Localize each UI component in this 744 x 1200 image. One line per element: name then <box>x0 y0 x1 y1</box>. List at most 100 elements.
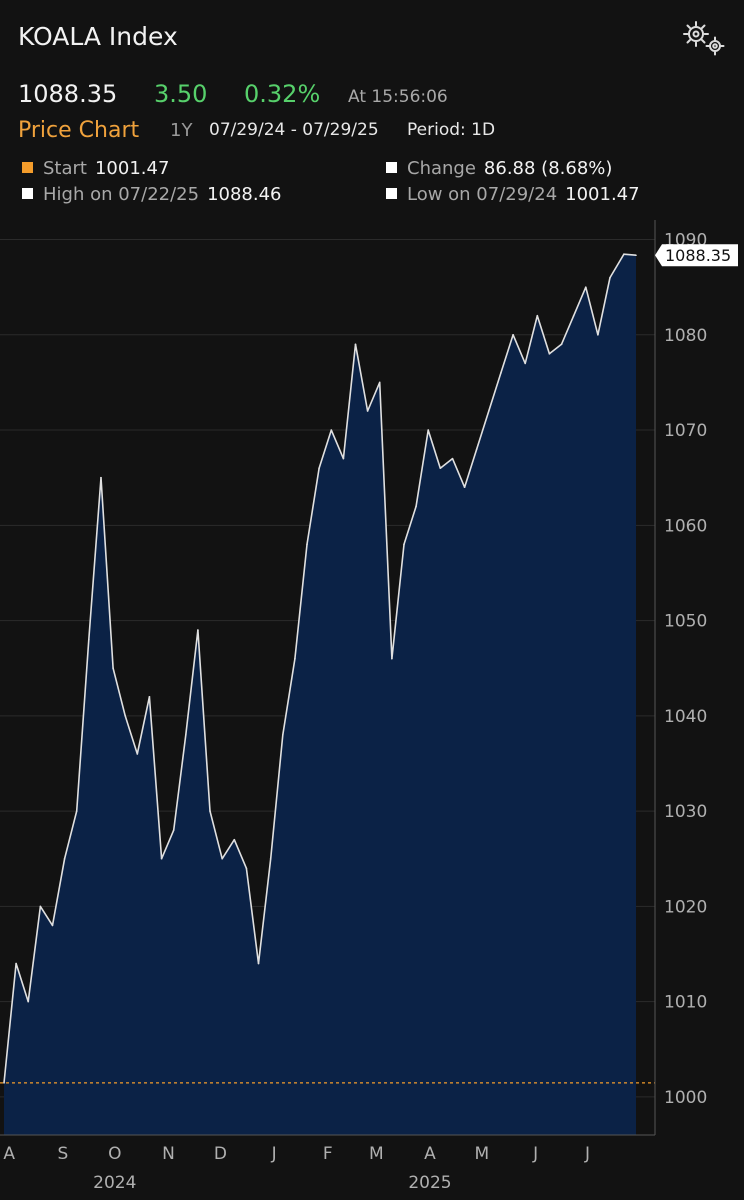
x-tick-label: J <box>532 1144 538 1164</box>
price-point <box>512 333 514 336</box>
price-point <box>318 467 320 469</box>
stat-start: Start 1001.47 <box>22 158 169 179</box>
year-label: 2024 <box>93 1173 136 1193</box>
price-point <box>3 1082 5 1084</box>
price-point <box>391 657 393 660</box>
price-point <box>635 254 637 257</box>
y-tick-label: 1020 <box>664 897 707 917</box>
date-range: 07/29/24 - 07/29/25 <box>209 120 379 140</box>
x-tick-label: J <box>584 1144 590 1164</box>
low-swatch <box>386 188 397 199</box>
price-point <box>623 253 625 255</box>
price-point <box>475 448 478 450</box>
price-point <box>330 429 333 431</box>
price-point <box>124 715 127 717</box>
price-point <box>221 857 223 860</box>
price-point <box>451 457 454 460</box>
price-point <box>488 410 490 412</box>
price-point <box>294 657 296 660</box>
y-tick-label: 1000 <box>664 1088 707 1108</box>
price-point <box>197 629 199 631</box>
stat-low-value: 1001.47 <box>565 184 640 205</box>
price-point <box>378 381 381 384</box>
price-point <box>548 353 551 355</box>
price-point <box>572 314 575 317</box>
start-marker-swatch <box>22 162 33 173</box>
price-point <box>15 962 17 965</box>
stat-change-value: 86.88 (8.68%) <box>483 158 613 179</box>
price-point <box>39 905 42 908</box>
price-point <box>160 857 163 860</box>
price-point <box>609 276 611 279</box>
x-tick-label: M <box>369 1144 384 1164</box>
y-tick-label: 1050 <box>664 612 707 632</box>
price-point <box>463 486 466 489</box>
range-selector[interactable]: 1Y <box>170 120 193 141</box>
price-point <box>51 924 54 927</box>
price-point <box>560 343 563 346</box>
price-point <box>233 838 236 841</box>
x-tick-label: A <box>3 1144 15 1164</box>
change-swatch <box>386 162 397 173</box>
last-value-callout: 1088.35 <box>655 244 738 267</box>
stat-high: High on 07/22/25 1088.46 <box>22 184 282 205</box>
stat-start-value: 1001.47 <box>94 158 170 179</box>
price-point <box>427 429 430 431</box>
price-point <box>597 333 599 336</box>
price-point <box>88 638 90 641</box>
price-point <box>63 857 66 860</box>
price-point <box>185 734 187 736</box>
period-label[interactable]: Period: 1D <box>407 120 496 140</box>
price-point <box>524 362 526 365</box>
year-label: 2025 <box>408 1173 451 1193</box>
price-point <box>500 372 502 374</box>
price-point <box>354 343 357 346</box>
y-tick-label: 1080 <box>664 326 707 346</box>
x-tick-label: D <box>214 1144 227 1164</box>
quote-time: At 15:56:06 <box>348 87 448 107</box>
price-point <box>245 867 248 870</box>
stat-low: Low on 07/29/24 1001.47 <box>386 184 640 205</box>
price-point <box>415 505 417 508</box>
gear-icon[interactable] <box>682 20 726 56</box>
stat-start-label: Start <box>43 158 87 179</box>
stat-change: Change 86.88 (8.68%) <box>386 158 612 179</box>
price-change-percent: 0.32% <box>244 80 321 108</box>
y-tick-label: 1070 <box>664 421 707 441</box>
chart-section-title[interactable]: Price Chart <box>18 118 140 143</box>
price-change: 3.50 <box>154 80 208 108</box>
y-tick-label: 1060 <box>664 516 707 536</box>
price-point <box>584 286 587 288</box>
last-value-box <box>655 244 738 267</box>
price-point <box>148 695 151 698</box>
x-tick-label: M <box>475 1144 490 1164</box>
x-tick-label: A <box>424 1144 436 1164</box>
price-point <box>342 457 345 460</box>
price-point <box>257 962 260 965</box>
price-point <box>439 467 442 469</box>
stat-change-label: Change <box>407 158 476 179</box>
x-tick-label: F <box>323 1144 333 1164</box>
price-point <box>112 667 114 670</box>
price-point <box>536 314 539 317</box>
high-swatch <box>22 188 33 199</box>
price-point <box>403 543 405 546</box>
x-tick-label: O <box>108 1144 121 1164</box>
price-point <box>100 476 102 479</box>
last-value-label: 1088.35 <box>665 246 731 265</box>
price-chart[interactable]: 1000101010201030104010501060107010801090… <box>0 220 744 1200</box>
stat-high-label: High on 07/22/25 <box>43 184 200 205</box>
price-point <box>366 410 369 412</box>
x-tick-label: N <box>162 1144 175 1164</box>
price-point <box>306 543 308 546</box>
y-tick-label: 1030 <box>664 802 707 822</box>
price-point <box>75 810 78 812</box>
page-title: KOALA Index <box>18 22 178 51</box>
price-point <box>172 829 175 831</box>
last-price: 1088.35 <box>18 80 118 108</box>
y-tick-label: 1010 <box>664 993 707 1013</box>
x-tick-label: S <box>57 1144 68 1164</box>
price-point <box>136 753 139 755</box>
stat-low-label: Low on 07/29/24 <box>407 184 558 205</box>
price-area <box>4 254 636 1135</box>
